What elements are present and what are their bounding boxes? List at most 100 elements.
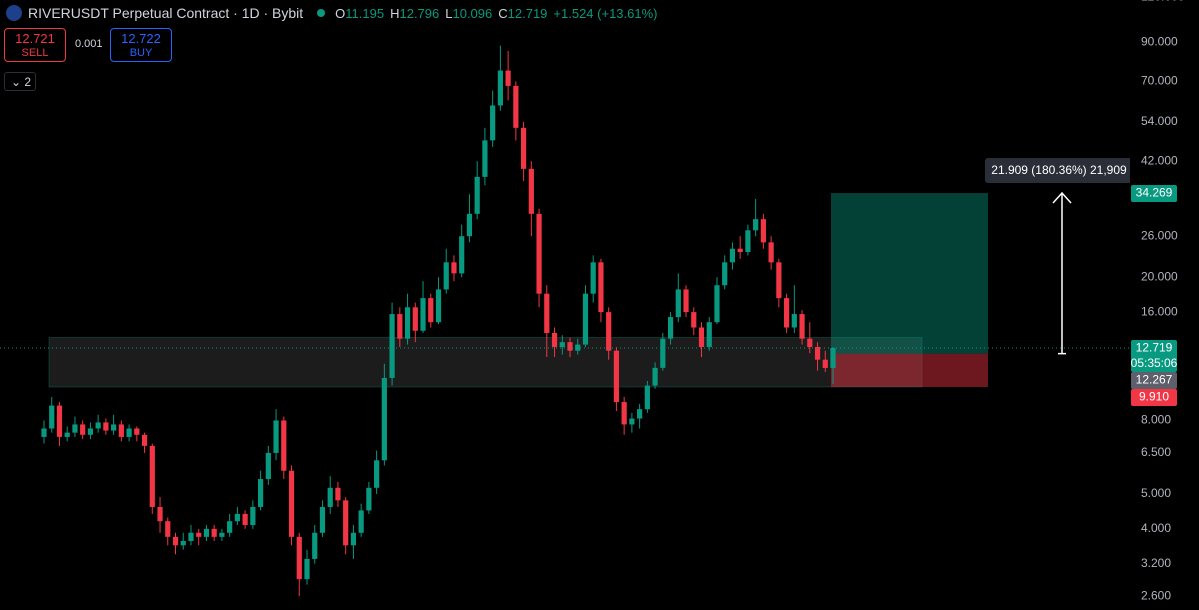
y-tick-label: 6.500 bbox=[1141, 445, 1171, 459]
ohlc-close: C12.719 bbox=[498, 6, 547, 21]
candle-body bbox=[350, 532, 357, 546]
candle-body bbox=[466, 213, 473, 237]
candle-body bbox=[366, 487, 372, 511]
candle-body bbox=[157, 506, 163, 522]
candle-body bbox=[265, 452, 271, 480]
y-tick-label: 70.000 bbox=[1141, 74, 1178, 88]
candle-body bbox=[41, 428, 47, 437]
candle-body bbox=[691, 312, 697, 328]
candle-body bbox=[412, 307, 418, 331]
candle-body bbox=[211, 528, 217, 537]
spread: 0.001 bbox=[75, 38, 103, 50]
candle-body bbox=[482, 140, 488, 177]
candle-body bbox=[590, 262, 596, 294]
indicators-toggle[interactable]: ⌄ 2 bbox=[4, 72, 36, 91]
candle-body bbox=[629, 418, 635, 425]
candle-body bbox=[319, 506, 326, 533]
candle-body bbox=[273, 420, 279, 453]
buy-label: BUY bbox=[129, 47, 153, 59]
ohlc-key: O bbox=[335, 5, 346, 21]
candle-body bbox=[281, 420, 287, 471]
candle-body bbox=[776, 262, 782, 299]
candle-body bbox=[234, 513, 240, 522]
candle-body bbox=[443, 262, 449, 290]
y-tick-label: 120.000 bbox=[1141, 0, 1185, 3]
y-tick-label: 3.200 bbox=[1141, 556, 1171, 570]
y-tick-label: 2.600 bbox=[1141, 588, 1171, 602]
y-tick-label: 5.000 bbox=[1141, 486, 1171, 500]
candle-body bbox=[474, 176, 480, 214]
sell-price: 12.721 bbox=[15, 31, 55, 46]
candle-body bbox=[513, 85, 519, 128]
candle-body bbox=[660, 338, 666, 368]
candle-body bbox=[737, 248, 743, 253]
candle-body bbox=[95, 422, 101, 429]
price-label: 9.910 bbox=[1139, 390, 1169, 404]
indicators-count: 2 bbox=[24, 75, 32, 89]
candle-body bbox=[111, 424, 117, 431]
candle-body bbox=[536, 213, 542, 294]
candle-body bbox=[64, 432, 70, 437]
candle-body bbox=[103, 422, 109, 431]
candle-body bbox=[807, 338, 813, 347]
candle-body bbox=[196, 532, 202, 537]
price-label-bg bbox=[1131, 185, 1177, 203]
candle-body bbox=[575, 344, 581, 351]
candle-body bbox=[381, 377, 387, 461]
candle-body bbox=[126, 428, 132, 437]
candle-body bbox=[830, 347, 836, 368]
candle-body bbox=[714, 285, 720, 323]
candle-body bbox=[791, 314, 797, 328]
sell-label: SELL bbox=[21, 47, 49, 59]
y-tick-label: 26.000 bbox=[1141, 228, 1178, 242]
candle-body bbox=[80, 424, 86, 435]
candle-body bbox=[72, 424, 78, 433]
ohlc-value: 11.195 bbox=[345, 5, 385, 21]
candle-body bbox=[389, 314, 395, 378]
candle-body bbox=[783, 298, 790, 328]
candle-body bbox=[288, 470, 295, 537]
price-axis bbox=[1130, 0, 1199, 610]
price-countdown: 05:35:06 bbox=[1131, 356, 1178, 370]
candle-body bbox=[404, 307, 411, 339]
price-change: +1.524 (+13.61%) bbox=[553, 5, 658, 21]
candle-body bbox=[397, 314, 403, 339]
price-label: 12.267 bbox=[1136, 373, 1173, 387]
candle-body bbox=[822, 359, 828, 368]
candle-body bbox=[56, 405, 63, 437]
candle-body bbox=[675, 289, 681, 318]
y-tick-label: 54.000 bbox=[1141, 114, 1178, 128]
candle-body bbox=[667, 317, 674, 339]
candle-body bbox=[203, 528, 210, 537]
candle-body bbox=[435, 289, 442, 323]
candle-body bbox=[327, 487, 333, 507]
candle-body bbox=[459, 236, 465, 274]
candle-body bbox=[134, 428, 140, 435]
candle-body bbox=[219, 532, 225, 537]
candle-body bbox=[528, 168, 534, 214]
candle-body bbox=[652, 367, 658, 386]
candle-body bbox=[242, 513, 248, 525]
candle-body bbox=[644, 385, 650, 410]
buy-button[interactable]: 12.722 BUY bbox=[110, 28, 172, 62]
candle-body bbox=[49, 405, 55, 429]
sell-button[interactable]: 12.721 SELL bbox=[4, 28, 66, 62]
candle-body bbox=[497, 70, 503, 106]
candle-body bbox=[544, 293, 550, 333]
candle-body bbox=[683, 289, 689, 313]
candle-body bbox=[227, 521, 233, 533]
ohlc-value: 12.796 bbox=[399, 5, 440, 21]
candle-body bbox=[637, 409, 643, 419]
candle-body bbox=[551, 332, 558, 347]
y-tick-label: 90.000 bbox=[1141, 34, 1178, 48]
price-label-bg bbox=[1131, 339, 1177, 372]
price-label-bg bbox=[1131, 371, 1177, 389]
candle-body bbox=[180, 541, 186, 546]
price-label-bg bbox=[1131, 388, 1177, 406]
candle-body bbox=[814, 346, 821, 360]
position-stop-area bbox=[831, 353, 988, 387]
y-tick-label: 4.000 bbox=[1141, 521, 1171, 535]
symbol-title[interactable]: RIVERUSDT Perpetual Contract · 1D · Bybi… bbox=[28, 5, 304, 21]
